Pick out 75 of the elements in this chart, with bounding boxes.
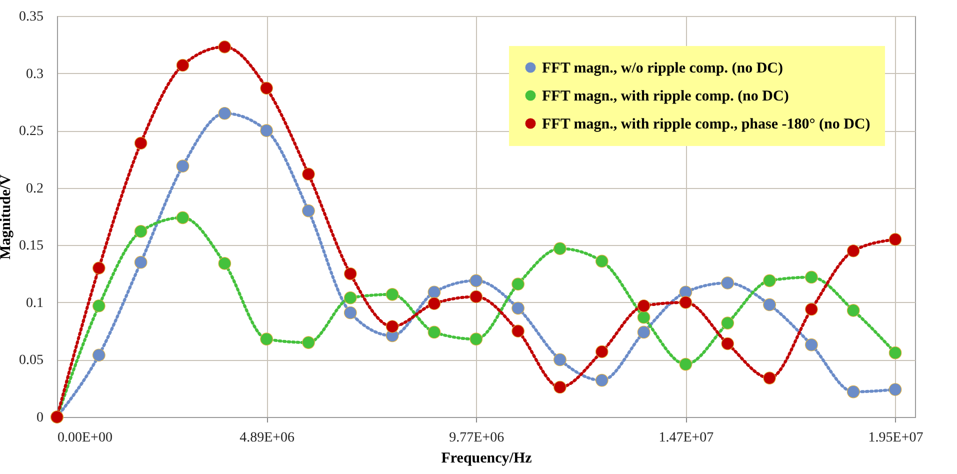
point (134, 136, 148, 150)
point (428, 286, 441, 299)
point (679, 358, 692, 371)
point (260, 332, 273, 346)
point (344, 291, 357, 304)
point (554, 380, 566, 394)
point (218, 40, 232, 54)
point (344, 306, 357, 320)
point (428, 326, 441, 339)
point (386, 320, 399, 333)
y-tick-label: 0 (36, 410, 44, 426)
x-axis-title: Frequency/Hz (441, 450, 532, 466)
point (218, 257, 232, 270)
point (260, 124, 273, 137)
y-tick-label: 0.1 (26, 296, 44, 311)
point (554, 353, 566, 366)
point (470, 332, 483, 346)
point (721, 316, 734, 330)
y-tick-label: 0.3 (26, 66, 44, 82)
point (805, 302, 818, 316)
point (512, 324, 524, 338)
x-tick-label: 0.00E+00 (58, 430, 112, 446)
point (260, 82, 273, 95)
point (302, 204, 315, 218)
point (470, 290, 483, 304)
point (92, 348, 106, 362)
point (595, 345, 608, 358)
point (888, 346, 902, 360)
point (512, 302, 524, 315)
y-tick-label: 0.05 (19, 353, 44, 368)
point (805, 270, 818, 284)
y-tick-label: 0.2 (26, 181, 44, 196)
point (846, 244, 860, 258)
point (637, 326, 650, 339)
x-tick-label: 9.77E+06 (449, 430, 504, 446)
point (92, 262, 106, 274)
point (386, 288, 399, 301)
point (721, 276, 734, 290)
point (302, 336, 315, 349)
point (554, 242, 566, 255)
point (846, 304, 860, 317)
point (176, 160, 190, 172)
point (218, 106, 232, 120)
y-tick-label: 0.15 (19, 238, 44, 254)
y-tick-label: 0.35 (19, 10, 44, 24)
point (92, 299, 106, 312)
x-tick-label: 1.95E+07 (868, 430, 924, 446)
point (679, 296, 692, 309)
point (637, 299, 650, 312)
point (763, 298, 776, 312)
point (888, 383, 902, 396)
point (134, 256, 148, 269)
point (637, 310, 650, 324)
point (763, 372, 776, 384)
point (763, 274, 776, 288)
y-tick-label: 0.25 (19, 124, 44, 140)
point (512, 278, 524, 291)
point (595, 254, 608, 268)
point (595, 374, 608, 387)
x-tick-label: 1.47E+07 (658, 430, 714, 446)
point (721, 337, 734, 350)
point (344, 267, 357, 280)
x-tick-label: 4.89E+06 (240, 430, 295, 446)
point (134, 224, 148, 238)
point (846, 385, 860, 398)
legend-label: FFT magn., with ripple comp., phase -180° (no DC) (542, 116, 870, 132)
point (302, 168, 315, 181)
legend-label: FFT magn., w/o ripple comp. (no DC) (542, 60, 783, 76)
point (176, 211, 190, 224)
point (176, 58, 190, 72)
point (805, 338, 818, 352)
point (428, 297, 441, 310)
point (470, 274, 483, 288)
legend-label: FFT magn., with ripple comp. (no DC) (542, 88, 789, 104)
point (888, 233, 902, 246)
